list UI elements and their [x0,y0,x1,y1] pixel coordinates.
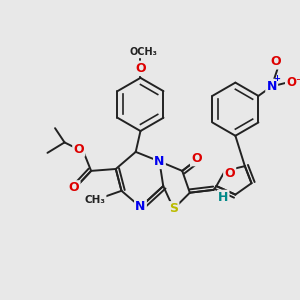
Text: O: O [224,167,235,180]
Text: O: O [74,142,84,156]
Text: N: N [135,200,146,213]
Text: O: O [270,55,281,68]
Text: N: N [266,80,277,93]
Text: O: O [191,152,202,165]
Text: N: N [154,155,165,168]
Text: CH₃: CH₃ [84,195,105,205]
Text: +: + [273,74,280,83]
Text: OCH₃: OCH₃ [129,47,157,57]
Text: H: H [218,191,228,204]
Text: O⁻: O⁻ [286,76,300,89]
Text: O: O [69,182,79,194]
Text: S: S [169,202,178,215]
Text: O: O [135,62,146,75]
